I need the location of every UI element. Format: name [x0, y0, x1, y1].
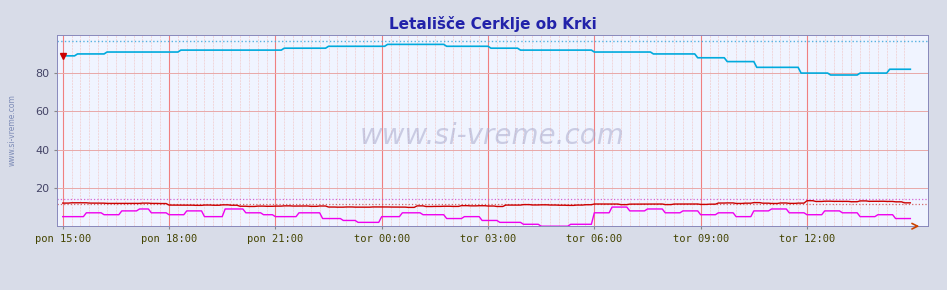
Text: www.si-vreme.com: www.si-vreme.com [360, 122, 625, 150]
Text: www.si-vreme.com: www.si-vreme.com [8, 95, 17, 166]
Title: Letališče Cerklje ob Krki: Letališče Cerklje ob Krki [388, 16, 597, 32]
